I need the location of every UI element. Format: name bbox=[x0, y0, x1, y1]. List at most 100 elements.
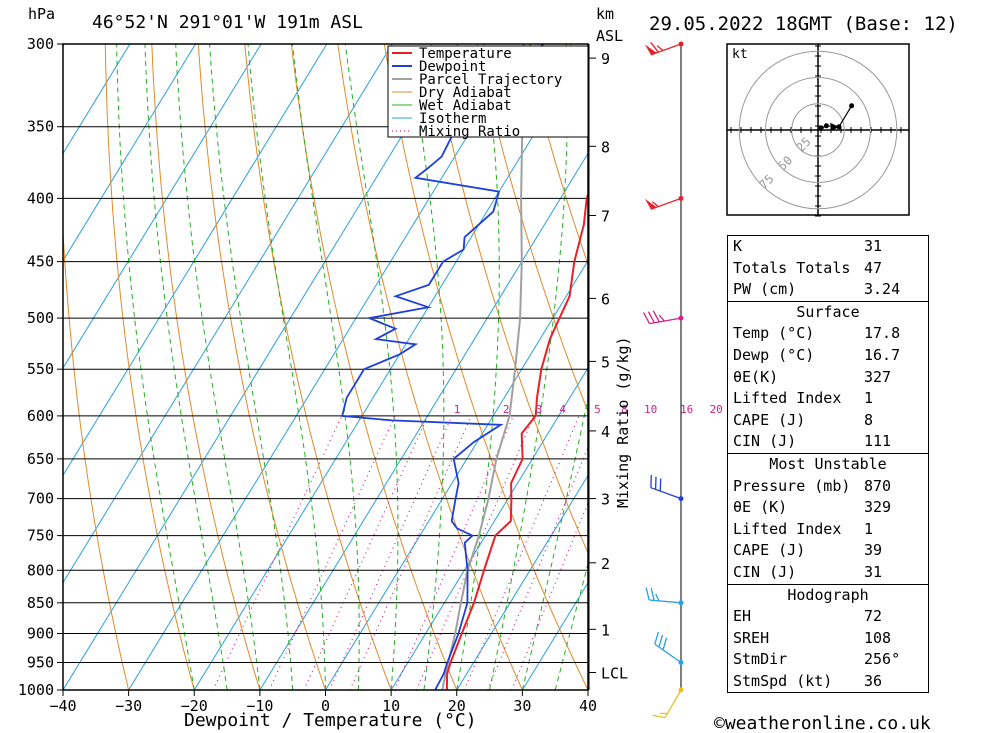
isotherm-line bbox=[193, 45, 588, 690]
wind-barb-feather bbox=[658, 314, 665, 322]
y-tick-label: 1000 bbox=[18, 681, 54, 699]
mu-row: CAPE (J) 39 bbox=[733, 541, 883, 560]
mixing-ratio-label: 2 bbox=[503, 403, 510, 416]
hodo-row: EH 72 bbox=[733, 607, 883, 626]
km-tick-label: 1 bbox=[601, 621, 610, 639]
profiles bbox=[341, 44, 588, 690]
dry-adiabat-line bbox=[337, 44, 523, 690]
mu-row: Pressure (mb) 870 bbox=[733, 476, 892, 495]
y-tick-label: 350 bbox=[27, 118, 54, 136]
copyright-label[interactable]: ©weatheronline.co.uk bbox=[714, 713, 931, 733]
mixing-ratio-label: 10 bbox=[644, 403, 657, 416]
km-tick-label: 8 bbox=[601, 138, 610, 156]
wind-barb-pennant bbox=[644, 44, 657, 55]
x-axis-title: Dewpoint / Temperature (°C) bbox=[184, 710, 477, 731]
axes: 3003504004505005506006507007508008509009… bbox=[18, 35, 597, 715]
wind-barb-feather bbox=[654, 631, 660, 645]
y-tick-label: 550 bbox=[27, 360, 54, 378]
mixing-ratio-line bbox=[212, 415, 343, 690]
legend-label-wet-adiabat: Wet Adiabat bbox=[419, 98, 512, 114]
surface-row: θE(K) 327 bbox=[733, 367, 892, 386]
wind-barb-staff bbox=[649, 317, 682, 325]
isotherm-line bbox=[325, 259, 588, 690]
wind-barb-staff bbox=[654, 643, 682, 664]
legend-label-dry-adiabat: Dry Adiabat bbox=[419, 85, 512, 101]
surface-row: Dewp (°C) 16.7 bbox=[733, 345, 901, 364]
wind-barb-feather bbox=[651, 201, 659, 208]
dry-adiabat-line bbox=[476, 44, 588, 413]
y-tick-label: 400 bbox=[27, 189, 54, 207]
isotherm-line bbox=[63, 44, 459, 690]
wind-barb-feather bbox=[642, 312, 651, 324]
wind-barb-feather bbox=[647, 311, 655, 324]
hodo-row: StmDir 256° bbox=[733, 650, 901, 669]
surface-title: Surface bbox=[796, 302, 860, 321]
hodograph-point bbox=[818, 125, 824, 131]
wet-adiabat-line bbox=[408, 44, 445, 690]
hodograph-ring bbox=[765, 77, 871, 183]
km-tick-label: 5 bbox=[601, 353, 610, 371]
mixing-ratio-label: 5 bbox=[594, 403, 601, 416]
wind-barb-feather bbox=[650, 587, 655, 601]
hodo-row: SREH 108 bbox=[733, 628, 892, 647]
km-tick-label: 7 bbox=[601, 208, 610, 226]
wind-barb-staff bbox=[649, 599, 682, 604]
wind-barb bbox=[644, 41, 684, 56]
y-tick-label: 750 bbox=[27, 527, 54, 545]
x-tick-label: −30 bbox=[115, 697, 142, 715]
isotherm-line bbox=[128, 44, 525, 690]
km-tick-label: 2 bbox=[601, 555, 610, 573]
x-tick-label: −40 bbox=[49, 697, 76, 715]
legend-label-dewpoint: Dewpoint bbox=[419, 59, 486, 75]
temperature-profile bbox=[445, 192, 588, 690]
asl-label: ASL bbox=[596, 27, 623, 45]
wet-adiabat-line bbox=[456, 44, 500, 690]
wind-barb bbox=[652, 687, 684, 719]
x-tick-label: −20 bbox=[181, 697, 208, 715]
legend-label-parcel: Parcel Trajectory bbox=[419, 72, 562, 88]
mixing-ratio-label: 20 bbox=[710, 403, 723, 416]
mixing-ratio-label: 1 bbox=[454, 403, 461, 416]
y-tick-label: 600 bbox=[27, 407, 54, 425]
hodograph-unit-label: kt bbox=[732, 47, 748, 62]
km-tick-label: 6 bbox=[601, 290, 610, 308]
wind-barb bbox=[642, 310, 684, 325]
legend-label-isotherm: Isotherm bbox=[419, 111, 486, 127]
isotherm-line bbox=[456, 474, 588, 690]
x-tick-label: −10 bbox=[246, 697, 273, 715]
surface-row: Temp (°C) 17.8 bbox=[733, 324, 901, 343]
index-row-totals: Totals Totals 47 bbox=[733, 258, 883, 277]
y-tick-label: 300 bbox=[27, 35, 54, 53]
y-tick-label: 900 bbox=[27, 625, 54, 643]
isotherm-line bbox=[63, 44, 393, 584]
surface-row: CAPE (J) 8 bbox=[733, 410, 874, 429]
wind-barb bbox=[654, 631, 684, 665]
wet-adiabat-line bbox=[344, 44, 399, 690]
surface-row: Lifted Index 1 bbox=[733, 389, 874, 408]
legend-box bbox=[387, 45, 589, 138]
mixing-ratio-line bbox=[268, 415, 396, 690]
wet-adiabat-line bbox=[554, 561, 588, 690]
wet-adiabat-line bbox=[175, 44, 261, 690]
parcel-trajectory-profile bbox=[441, 44, 532, 690]
general-indices: K 31 Totals Totals 47 PW (cm) 3.24 bbox=[728, 236, 928, 301]
wind-barb-feather bbox=[662, 637, 668, 651]
dry-adiabat-line bbox=[383, 44, 588, 690]
wind-barb-staff bbox=[650, 487, 682, 500]
hodograph-indices-section: Hodograph EH 72 SREH 108 StmDir 256° StmSpd… bbox=[728, 583, 928, 693]
indices-panel: K 31 Totals Totals 47 PW (cm) 3.24 Surface … bbox=[727, 235, 929, 694]
dry-adiabat-line bbox=[523, 44, 588, 266]
hodograph-point bbox=[823, 123, 829, 129]
mixing-ratio-line bbox=[303, 415, 429, 690]
hodograph-indices-title: Hodograph bbox=[787, 585, 869, 604]
wet-adiabat-line bbox=[489, 44, 568, 690]
km-label: km bbox=[596, 5, 614, 23]
dry-adiabat-line bbox=[151, 44, 261, 690]
dry-adiabat-line bbox=[104, 44, 195, 690]
y-tick-label: 450 bbox=[27, 253, 54, 271]
wind-barb bbox=[644, 195, 684, 210]
